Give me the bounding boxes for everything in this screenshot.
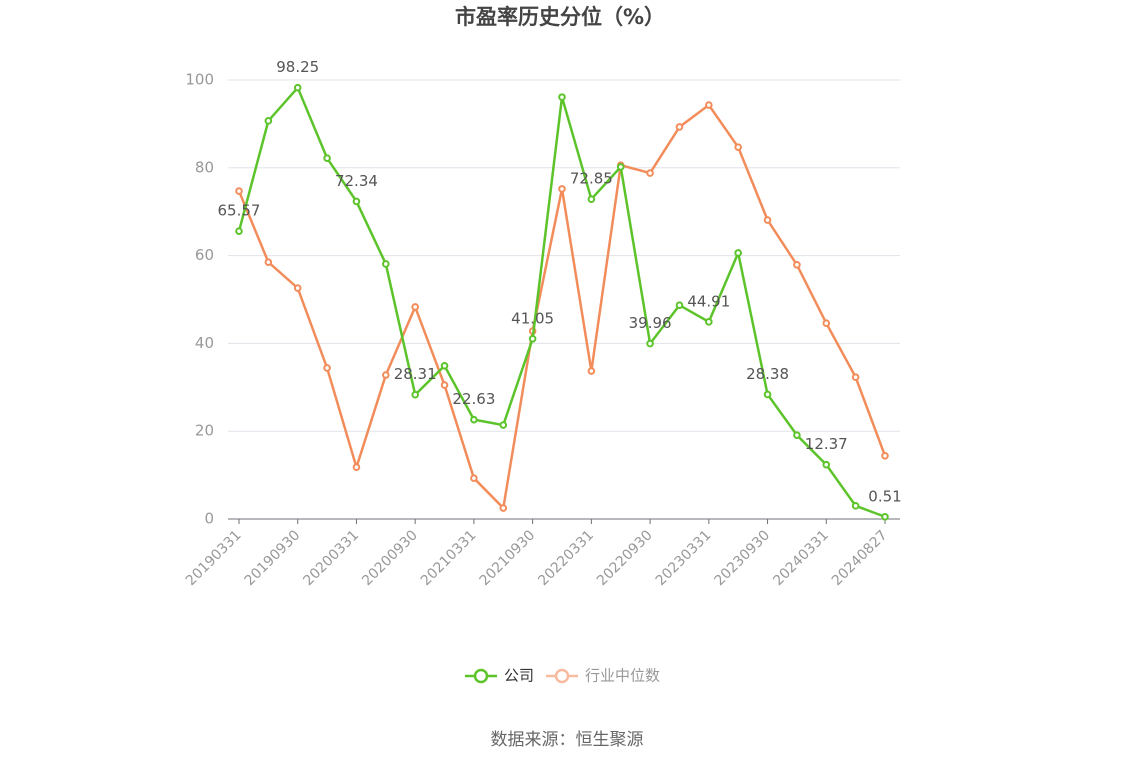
data-point [793, 431, 801, 439]
y-tick-label: 0 [204, 510, 214, 528]
x-tick-label: 20200331 [300, 527, 362, 589]
data-point [822, 319, 831, 328]
data-point [587, 195, 596, 203]
x-tick-label: 20230331 [653, 527, 715, 589]
data-point [264, 258, 273, 266]
data-point [470, 474, 478, 482]
data-label: 72.85 [570, 170, 613, 188]
data-point [411, 303, 419, 311]
data-point [235, 227, 243, 235]
data-point [881, 512, 889, 521]
y-tick-label: 20 [195, 422, 214, 440]
data-point [352, 197, 361, 206]
data-point [851, 502, 860, 510]
data-point [440, 381, 449, 389]
x-tick-label: 20190930 [242, 527, 304, 589]
legend-label: 行业中位数 [585, 667, 660, 685]
data-point [499, 421, 508, 429]
data-label: 22.63 [452, 390, 495, 408]
y-tick-label: 40 [195, 334, 214, 352]
data-label: 12.37 [805, 435, 848, 453]
data-point [293, 83, 302, 92]
y-tick-label: 100 [185, 71, 214, 89]
legend-item[interactable]: 公司 [465, 667, 534, 685]
data-point [705, 318, 713, 326]
series-line [237, 85, 886, 518]
data-point [851, 373, 860, 382]
legend-marker [554, 668, 570, 684]
data-point [499, 504, 508, 512]
data-point [793, 261, 801, 269]
data-point [323, 364, 331, 372]
legend-item[interactable]: 行业中位数 [546, 667, 660, 685]
source-note: 数据来源：恒生聚源 [491, 730, 644, 750]
data-label: 72.34 [335, 172, 378, 190]
data-point [264, 117, 273, 125]
data-point [646, 339, 654, 348]
data-point [470, 415, 478, 424]
data-point [323, 154, 331, 162]
data-point [822, 460, 831, 469]
data-label: 0.51 [868, 487, 901, 505]
data-label: 28.31 [394, 365, 437, 383]
data-label: 41.05 [511, 309, 554, 327]
x-tick-label: 20210930 [477, 527, 539, 589]
data-point [675, 301, 684, 310]
data-label: 44.91 [687, 292, 730, 310]
legend-marker [473, 668, 489, 684]
data-point [558, 93, 566, 101]
data-label: 28.38 [746, 365, 789, 383]
data-point [646, 169, 654, 177]
data-label: 98.25 [276, 58, 319, 76]
data-point [734, 143, 742, 151]
x-tick-label: 20240827 [829, 527, 891, 589]
data-point [235, 187, 243, 195]
data-point [293, 284, 302, 292]
data-point [528, 334, 537, 343]
y-tick-label: 80 [195, 158, 214, 176]
data-point [382, 260, 390, 268]
legend-label: 公司 [504, 667, 534, 685]
x-tick-label: 20230930 [711, 527, 773, 589]
data-point [763, 390, 772, 399]
data-point [763, 216, 772, 224]
data-point [734, 249, 742, 257]
data-point [616, 163, 625, 171]
x-tick-label: 20220331 [535, 527, 597, 589]
x-tick-label: 20220930 [594, 527, 656, 589]
data-point [352, 463, 361, 471]
data-label: 65.57 [218, 202, 261, 220]
legend: 公司 行业中位数 [465, 667, 660, 685]
x-tick-label: 20240331 [770, 527, 832, 589]
data-point [440, 361, 449, 370]
data-point [881, 451, 889, 460]
data-point [675, 123, 684, 131]
data-point [411, 390, 419, 399]
data-label: 39.96 [629, 314, 672, 332]
x-tick-label: 20190331 [183, 527, 245, 589]
x-tick-label: 20200930 [359, 527, 421, 589]
y-tick-label: 60 [195, 246, 214, 264]
chart-title: 市盈率历史分位（%） [455, 5, 665, 29]
data-point [382, 371, 390, 379]
data-point [587, 367, 596, 375]
series-line [237, 103, 887, 511]
x-tick-label: 20210331 [418, 527, 480, 589]
data-point [558, 185, 566, 193]
data-point [705, 101, 713, 109]
